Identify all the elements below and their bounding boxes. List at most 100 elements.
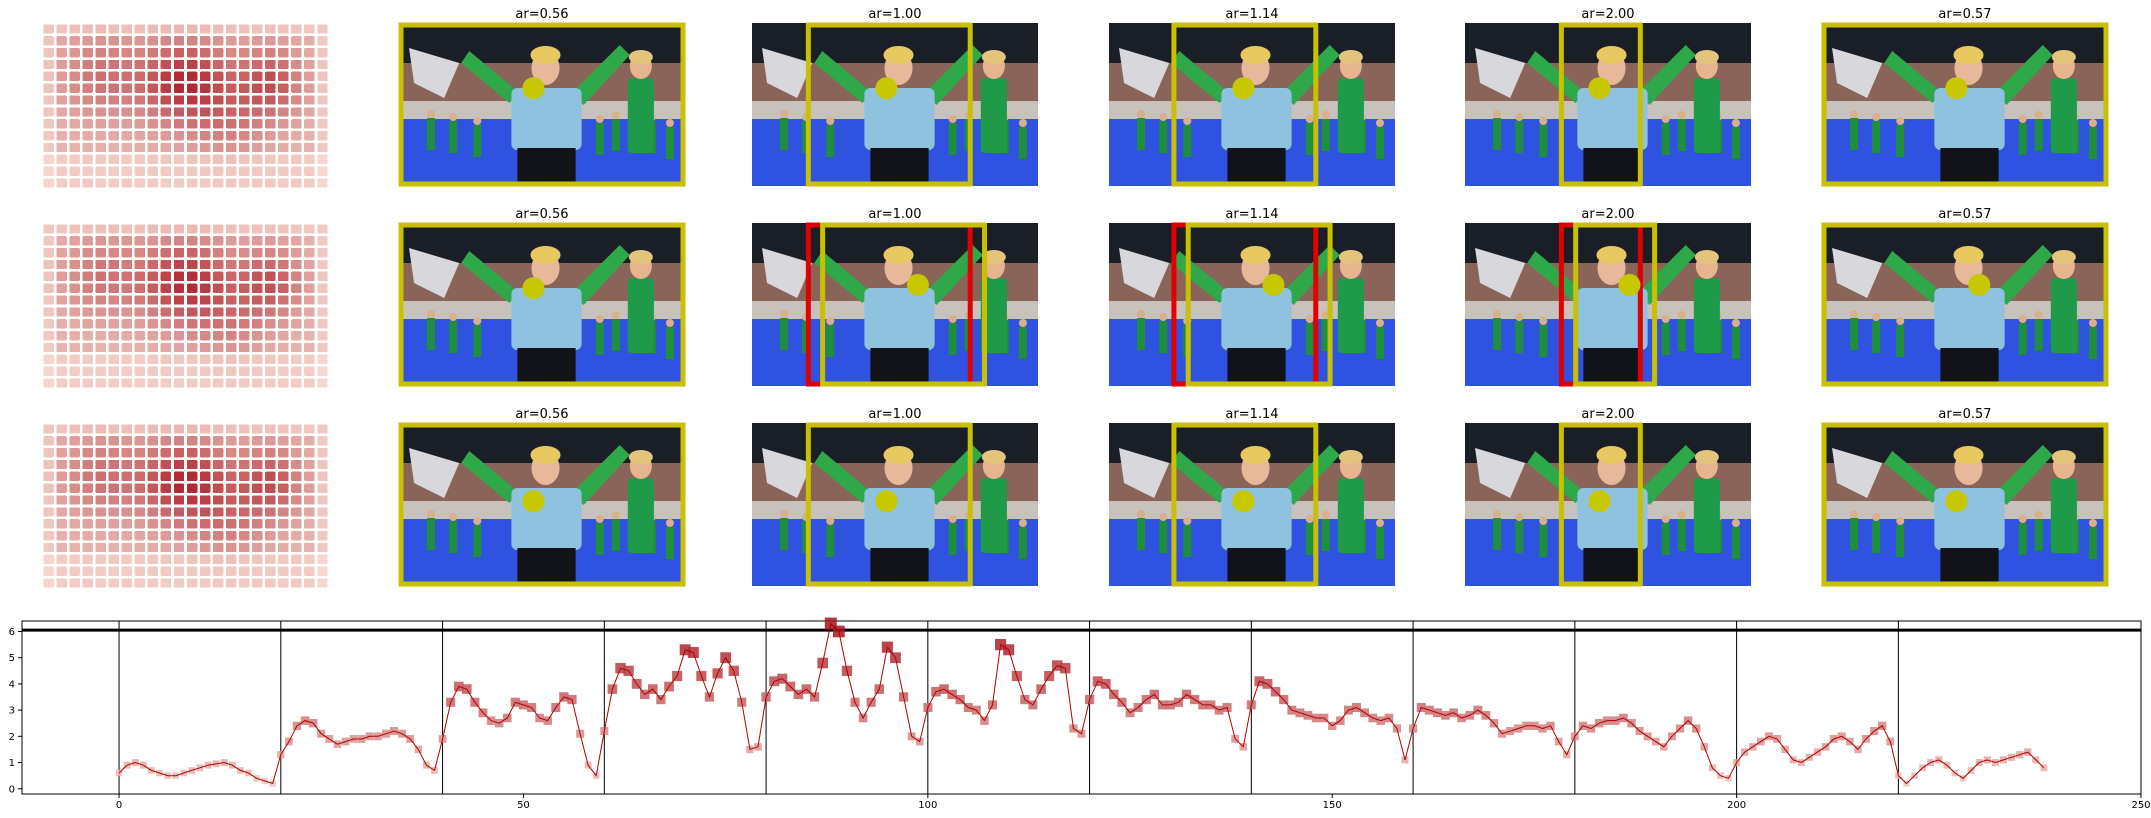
- heatmap-cell: [252, 271, 263, 281]
- heatmap-cell: [291, 519, 302, 529]
- heatmap-cell: [278, 71, 289, 81]
- heatmap-cell: [69, 342, 80, 353]
- crop-box-icon: [1821, 22, 2109, 187]
- heatmap-cell: [212, 236, 224, 246]
- heatmap-cell: [278, 554, 289, 564]
- heatmap-cell: [108, 542, 119, 553]
- heatmap-cell: [186, 319, 198, 329]
- heatmap-cell: [225, 24, 237, 34]
- heatmap-cell: [121, 36, 133, 46]
- heatmap-cell: [278, 48, 289, 58]
- heatmap-cell: [212, 178, 224, 188]
- focus-dot-icon: [1945, 77, 1968, 100]
- x-tick-label: 0: [116, 800, 122, 811]
- heatmap-cell: [173, 142, 185, 153]
- heatmap-cell: [69, 483, 80, 493]
- heatmap-cell: [186, 507, 198, 517]
- heatmap-cell: [69, 131, 80, 141]
- heatmap-cell: [186, 107, 198, 117]
- heatmap-cell: [304, 71, 315, 81]
- heatmap-cell: [108, 459, 119, 470]
- heatmap-cell: [147, 259, 159, 270]
- heatmap-cell: [147, 459, 159, 470]
- heatmap-cell: [95, 178, 106, 188]
- heatmap-cell: [173, 248, 185, 258]
- heatmap-cell: [265, 378, 276, 388]
- heatmap-cell: [69, 531, 80, 541]
- heatmap-cell: [69, 36, 80, 46]
- heatmap-cell: [147, 178, 159, 188]
- heatmap-cell: [238, 495, 250, 505]
- heatmap-cell: [95, 366, 106, 376]
- x-tick-label: 50: [517, 800, 530, 811]
- plot-frame: [21, 620, 2142, 795]
- heatmap-cell: [173, 483, 185, 493]
- heatmap-cell: [212, 424, 224, 434]
- heatmap-cell: [304, 283, 315, 293]
- photo-panel: ar=1.14: [1109, 207, 1395, 387]
- heatmap-cell: [108, 83, 119, 93]
- heatmap-cell: [121, 566, 133, 576]
- heatmap-cell: [225, 471, 237, 481]
- heatmap-cell: [160, 107, 172, 117]
- heatmap-cell: [252, 319, 263, 329]
- heatmap-cell: [199, 554, 211, 564]
- heatmap-cell: [147, 319, 159, 329]
- heatmap-cell: [95, 48, 106, 58]
- heatmap-cell: [186, 236, 198, 246]
- heatmap-cell: [291, 554, 302, 564]
- heatmap-cell: [108, 107, 119, 117]
- heatmap-icon: [43, 24, 328, 188]
- heatmap-cell: [291, 142, 302, 153]
- heatmap-cell: [291, 36, 302, 46]
- heatmap-cell: [199, 366, 211, 376]
- panel-row-1: ar=0.56 ar=1.00 ar=1.14 ar=2.00 ar=0.57: [43, 7, 2109, 188]
- heatmap-cell: [317, 436, 328, 446]
- heatmap-cell: [147, 507, 159, 517]
- heatmap-cell: [43, 107, 54, 117]
- heatmap-cell: [56, 459, 67, 470]
- heatmap-cell: [199, 119, 211, 129]
- heatmap-cell: [160, 319, 172, 329]
- heatmap-cell: [95, 531, 106, 541]
- heatmap-cell: [108, 271, 119, 281]
- heatmap-cell: [173, 319, 185, 329]
- heatmap-cell: [43, 271, 54, 281]
- heatmap-cell: [173, 271, 185, 281]
- heatmap-cell: [160, 354, 172, 364]
- heatmap-cell: [82, 507, 93, 517]
- heatmap-cell: [265, 354, 276, 364]
- crop-box-icon: [1573, 222, 1658, 387]
- heatmap-cell: [82, 366, 93, 376]
- heatmap-cell: [134, 378, 146, 388]
- heatmap-cell: [121, 436, 133, 446]
- photo-panel: ar=1.14: [1109, 407, 1395, 587]
- heatmap-cell: [160, 566, 172, 576]
- heatmap-cell: [238, 119, 250, 129]
- heatmap-cell: [43, 519, 54, 529]
- heatmap-cell: [252, 495, 263, 505]
- heatmap-cell: [134, 248, 146, 258]
- heatmap-cell: [199, 295, 211, 305]
- heatmap-cell: [252, 483, 263, 493]
- heatmap-cell: [108, 495, 119, 505]
- heatmap-cell: [252, 224, 263, 234]
- heatmap-cell: [265, 142, 276, 153]
- heatmap-cell: [291, 342, 302, 353]
- heatmap-cell: [252, 83, 263, 93]
- heatmap-cell: [265, 471, 276, 481]
- heatmap-cell: [82, 566, 93, 576]
- heatmap-cell: [56, 119, 67, 129]
- heatmap-cell: [252, 154, 263, 164]
- heatmap-cell: [278, 331, 289, 341]
- heatmap-cell: [56, 448, 67, 458]
- heatmap-cell: [317, 224, 328, 234]
- heatmap-cell: [173, 259, 185, 270]
- heatmap-cell: [199, 107, 211, 117]
- heatmap-cell: [134, 578, 146, 588]
- heatmap-cell: [134, 531, 146, 541]
- heatmap-cell: [278, 566, 289, 576]
- heatmap-cell: [82, 83, 93, 93]
- heatmap-cell: [225, 36, 237, 46]
- heatmap-cell: [56, 531, 67, 541]
